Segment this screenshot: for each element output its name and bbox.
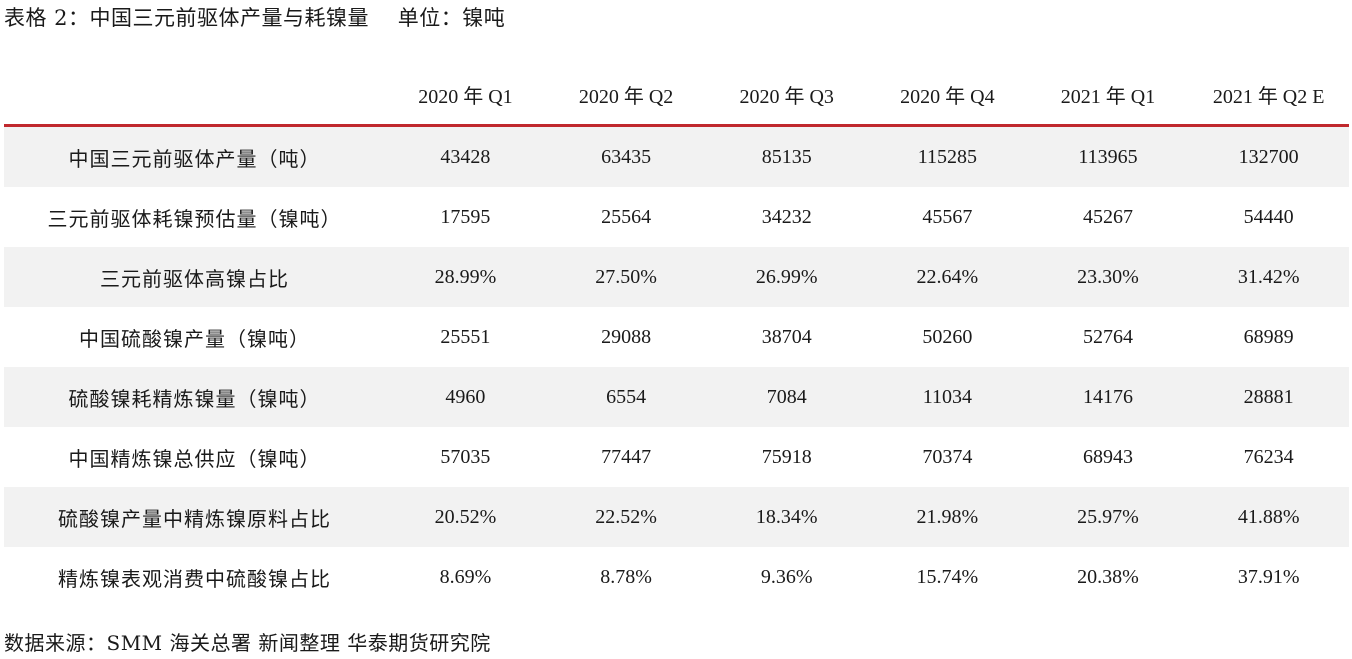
table-row: 硫酸镍产量中精炼镍原料占比 20.52% 22.52% 18.34% 21.98… bbox=[4, 487, 1349, 547]
table-row: 精炼镍表观消费中硫酸镍占比 8.69% 8.78% 9.36% 15.74% 2… bbox=[4, 547, 1349, 607]
table-cell: 68943 bbox=[1027, 427, 1189, 487]
table-cell: 4960 bbox=[385, 367, 546, 427]
table-cell: 57035 bbox=[385, 427, 546, 487]
table-cell: 77447 bbox=[545, 427, 707, 487]
table-cell: 9.36% bbox=[706, 547, 868, 607]
table-cell: 70374 bbox=[867, 427, 1028, 487]
table-cell: 68989 bbox=[1188, 307, 1349, 367]
row-label: 三元前驱体耗镍预估量（镍吨） bbox=[4, 187, 386, 247]
table-caption: 表格 2：中国三元前驱体产量与耗镍量 单位：镍吨 bbox=[4, 6, 506, 30]
table-cell: 8.69% bbox=[385, 547, 546, 607]
table-cell: 54440 bbox=[1188, 187, 1349, 247]
table-cell: 14176 bbox=[1027, 367, 1189, 427]
table-cell: 41.88% bbox=[1188, 487, 1349, 547]
table-cell: 20.38% bbox=[1027, 547, 1189, 607]
table-cell: 45567 bbox=[867, 187, 1028, 247]
table-row: 硫酸镍耗精炼镍量（镍吨） 4960 6554 7084 11034 14176 … bbox=[4, 367, 1349, 427]
header-cell: 2021 年 Q2 E bbox=[1188, 64, 1349, 127]
table-cell: 52764 bbox=[1027, 307, 1189, 367]
row-label: 三元前驱体高镍占比 bbox=[4, 247, 386, 307]
table-cell: 8.78% bbox=[545, 547, 707, 607]
table-cell: 26.99% bbox=[706, 247, 868, 307]
table-cell: 23.30% bbox=[1027, 247, 1189, 307]
header-cell: 2021 年 Q1 bbox=[1027, 64, 1189, 127]
table-cell: 22.52% bbox=[545, 487, 707, 547]
table-cell: 17595 bbox=[385, 187, 546, 247]
nickel-data-table: 2020 年 Q1 2020 年 Q2 2020 年 Q3 2020 年 Q4 … bbox=[4, 64, 1349, 607]
table-cell: 21.98% bbox=[867, 487, 1028, 547]
table-cell: 76234 bbox=[1188, 427, 1349, 487]
row-label: 中国精炼镍总供应（镍吨） bbox=[4, 427, 386, 487]
table-row: 三元前驱体耗镍预估量（镍吨） 17595 25564 34232 45567 4… bbox=[4, 187, 1349, 247]
row-label: 精炼镍表观消费中硫酸镍占比 bbox=[4, 547, 386, 607]
table-cell: 18.34% bbox=[706, 487, 868, 547]
table-cell: 15.74% bbox=[867, 547, 1028, 607]
header-cell: 2020 年 Q3 bbox=[706, 64, 868, 127]
header-row: 2020 年 Q1 2020 年 Q2 2020 年 Q3 2020 年 Q4 … bbox=[4, 64, 1349, 127]
table-cell: 11034 bbox=[867, 367, 1028, 427]
row-label: 硫酸镍产量中精炼镍原料占比 bbox=[4, 487, 386, 547]
table-cell: 85135 bbox=[706, 125, 868, 187]
header-cell: 2020 年 Q1 bbox=[385, 64, 546, 127]
table-cell: 50260 bbox=[867, 307, 1028, 367]
table-cell: 29088 bbox=[545, 307, 707, 367]
table-row: 中国硫酸镍产量（镍吨） 25551 29088 38704 50260 5276… bbox=[4, 307, 1349, 367]
table-row: 三元前驱体高镍占比 28.99% 27.50% 26.99% 22.64% 23… bbox=[4, 247, 1349, 307]
header-cell: 2020 年 Q4 bbox=[867, 64, 1028, 127]
table-cell: 113965 bbox=[1027, 125, 1189, 187]
table-cell: 63435 bbox=[545, 125, 707, 187]
header-cell: 2020 年 Q2 bbox=[545, 64, 707, 127]
table-cell: 37.91% bbox=[1188, 547, 1349, 607]
table-cell: 6554 bbox=[545, 367, 707, 427]
table-cell: 25551 bbox=[385, 307, 546, 367]
table-row: 中国精炼镍总供应（镍吨） 57035 77447 75918 70374 689… bbox=[4, 427, 1349, 487]
row-label: 中国三元前驱体产量（吨） bbox=[4, 125, 386, 187]
table-cell: 34232 bbox=[706, 187, 868, 247]
header-cell-empty bbox=[4, 64, 386, 127]
row-label: 中国硫酸镍产量（镍吨） bbox=[4, 307, 386, 367]
table-cell: 75918 bbox=[706, 427, 868, 487]
table-cell: 115285 bbox=[867, 125, 1028, 187]
table-cell: 22.64% bbox=[867, 247, 1028, 307]
table-cell: 38704 bbox=[706, 307, 868, 367]
table-cell: 25.97% bbox=[1027, 487, 1189, 547]
table-cell: 45267 bbox=[1027, 187, 1189, 247]
source-note: 数据来源：SMM 海关总署 新闻整理 华泰期货研究院 bbox=[4, 631, 491, 655]
table-cell: 7084 bbox=[706, 367, 868, 427]
table-cell: 20.52% bbox=[385, 487, 546, 547]
table-cell: 28.99% bbox=[385, 247, 546, 307]
table-cell: 25564 bbox=[545, 187, 707, 247]
table-row: 中国三元前驱体产量（吨） 43428 63435 85135 115285 11… bbox=[4, 125, 1349, 187]
table-cell: 27.50% bbox=[545, 247, 707, 307]
row-label: 硫酸镍耗精炼镍量（镍吨） bbox=[4, 367, 386, 427]
table-cell: 28881 bbox=[1188, 367, 1349, 427]
table-cell: 43428 bbox=[385, 125, 546, 187]
table-cell: 132700 bbox=[1188, 125, 1349, 187]
table-cell: 31.42% bbox=[1188, 247, 1349, 307]
